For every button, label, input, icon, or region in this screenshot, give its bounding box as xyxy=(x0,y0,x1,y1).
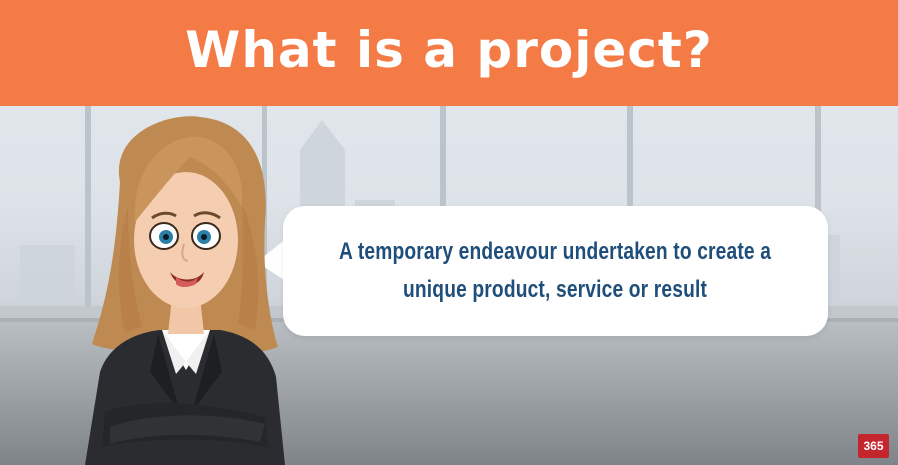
definition-line-1: A temporary endeavour undertaken to crea… xyxy=(339,238,772,265)
definition-line-2: unique product, service or result xyxy=(403,276,708,303)
brand-logo: 365 xyxy=(858,434,889,458)
speech-bubble: A temporary endeavour undertaken to crea… xyxy=(283,206,828,336)
title-banner: What is a project? xyxy=(0,0,898,106)
slide-title: What is a project? xyxy=(185,21,713,79)
definition-text: A temporary endeavour undertaken to crea… xyxy=(339,233,771,309)
cartoon-presenter-woman xyxy=(85,116,285,465)
speech-bubble-tail xyxy=(257,238,287,282)
